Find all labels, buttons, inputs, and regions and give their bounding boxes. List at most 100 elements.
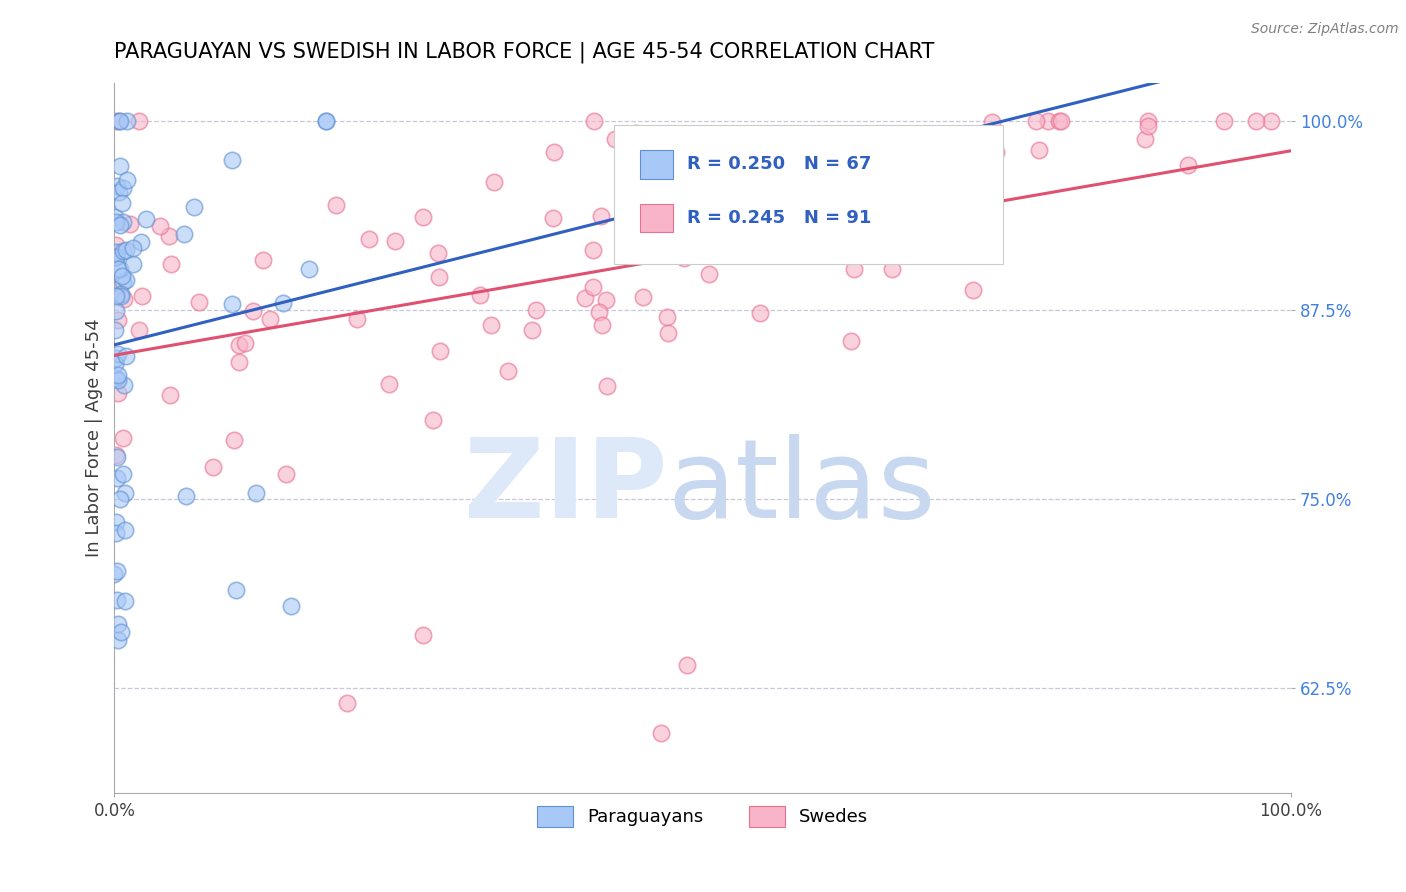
Point	[984, 145, 1007, 160]
Bar	[640, 203, 673, 232]
Point	[108, 113, 131, 128]
Point	[221, 153, 243, 168]
Text: PARAGUAYAN VS SWEDISH IN LABOR FORCE | AGE 45-54 CORRELATION CHART: PARAGUAYAN VS SWEDISH IN LABOR FORCE | A…	[114, 42, 935, 63]
Point	[496, 364, 519, 378]
Point	[429, 343, 451, 358]
Point	[114, 272, 136, 286]
Point	[543, 145, 565, 160]
Point	[107, 616, 129, 631]
Point	[104, 371, 127, 385]
Point	[105, 238, 128, 252]
Point	[631, 290, 654, 304]
Point	[104, 215, 127, 229]
Point	[176, 489, 198, 503]
Point	[104, 282, 127, 296]
Point	[104, 210, 127, 224]
Point	[159, 388, 181, 402]
Point	[107, 386, 129, 401]
Point	[159, 228, 181, 243]
Point	[259, 312, 281, 326]
Point	[591, 318, 613, 333]
Point	[1133, 132, 1156, 146]
Point	[115, 113, 138, 128]
Point	[1049, 113, 1071, 128]
Point	[104, 448, 127, 462]
Point	[110, 159, 132, 173]
Point	[422, 412, 444, 426]
Point	[1137, 120, 1160, 134]
Point	[252, 253, 274, 268]
Point	[110, 289, 132, 303]
Point	[794, 235, 817, 249]
Point	[336, 696, 359, 710]
Point	[1036, 113, 1059, 128]
Point	[650, 246, 672, 260]
Point	[384, 234, 406, 248]
Point	[844, 262, 866, 277]
Point	[357, 232, 380, 246]
Point	[108, 491, 131, 506]
Point	[1212, 113, 1234, 128]
Point	[541, 211, 564, 225]
Point	[129, 235, 152, 249]
Point	[1047, 113, 1070, 128]
Point	[315, 113, 337, 128]
Point	[201, 459, 224, 474]
Point	[128, 323, 150, 337]
Point	[110, 624, 132, 639]
Point	[713, 177, 735, 191]
Point	[111, 215, 134, 229]
Point	[591, 209, 613, 223]
Point	[315, 113, 337, 128]
Point	[588, 304, 610, 318]
Point	[173, 227, 195, 241]
Point	[105, 113, 128, 128]
Point	[115, 244, 138, 258]
Point	[479, 318, 502, 332]
Point	[107, 565, 129, 579]
Point	[111, 181, 134, 195]
Point	[482, 175, 505, 189]
Point	[105, 250, 128, 264]
Point	[112, 275, 135, 289]
Point	[105, 289, 128, 303]
Point	[412, 627, 434, 641]
Point	[583, 113, 606, 128]
Point	[105, 450, 128, 465]
Text: R = 0.250   N = 67: R = 0.250 N = 67	[688, 155, 872, 173]
Point	[582, 243, 605, 257]
Point	[522, 323, 544, 337]
Point	[114, 486, 136, 500]
Point	[111, 244, 134, 259]
Point	[111, 195, 134, 210]
Point	[112, 431, 135, 445]
Point	[105, 593, 128, 607]
Point	[114, 523, 136, 537]
Point	[110, 287, 132, 301]
Legend: Paraguayans, Swedes: Paraguayans, Swedes	[530, 798, 876, 834]
Point	[650, 726, 672, 740]
Point	[271, 296, 294, 310]
Text: atlas: atlas	[668, 434, 936, 541]
Text: Source: ZipAtlas.com: Source: ZipAtlas.com	[1251, 22, 1399, 37]
Point	[427, 269, 450, 284]
Point	[245, 485, 267, 500]
Point	[280, 599, 302, 614]
Point	[242, 303, 264, 318]
Point	[112, 467, 135, 481]
Point	[470, 287, 492, 301]
Point	[582, 280, 605, 294]
Point	[224, 433, 246, 447]
Point	[104, 303, 127, 318]
Point	[221, 296, 243, 310]
Point	[412, 210, 434, 224]
Point	[104, 525, 127, 540]
Point	[104, 357, 127, 371]
Point	[108, 113, 131, 128]
Point	[702, 179, 724, 194]
Point	[346, 312, 368, 326]
Point	[905, 136, 928, 150]
Point	[122, 257, 145, 271]
Point	[641, 224, 664, 238]
Point	[325, 198, 347, 212]
